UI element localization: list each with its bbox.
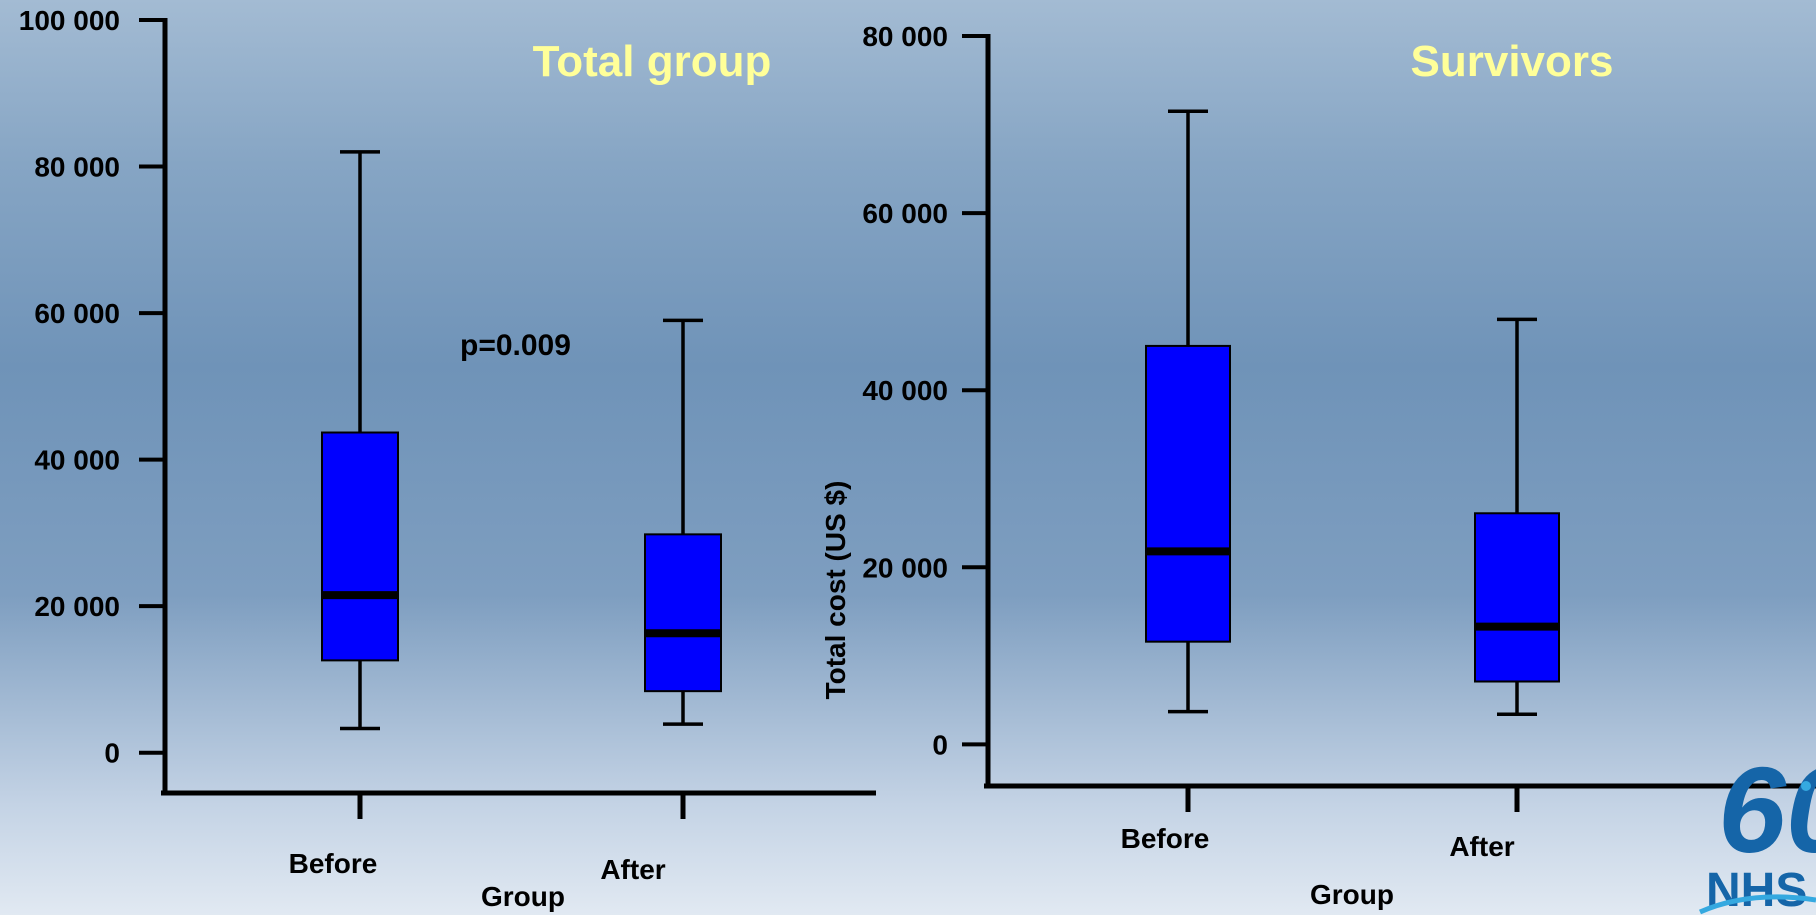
p-value-annotation: p=0.009	[460, 329, 571, 362]
iqr-box	[1474, 512, 1560, 683]
y-tick-label: 20 000	[862, 552, 948, 583]
box-after	[1474, 317, 1560, 717]
panel-total-group: Total group p=0.009 Group 0 20 000 40 000 6…	[19, 5, 876, 912]
box-after	[644, 318, 722, 726]
box-before	[321, 150, 399, 731]
logo-text: NHS	[1706, 864, 1807, 915]
iqr-box	[321, 431, 399, 662]
iqr-box	[1145, 344, 1231, 643]
y-tick-label: 0	[932, 729, 948, 760]
y-tick-label: 80 000	[34, 152, 120, 183]
x-category-label: After	[600, 854, 665, 885]
x-axis-label: Group	[1310, 879, 1394, 910]
chart-title: Survivors	[1411, 37, 1614, 86]
x-category-label: After	[1449, 831, 1514, 862]
y-axis-label: Total cost (US $)	[820, 481, 851, 700]
y-tick-label: 100 000	[19, 5, 120, 36]
y-tick-label: 80 000	[862, 21, 948, 52]
iqr-box	[644, 533, 722, 693]
chart-title: Total group	[533, 37, 772, 86]
y-tick-label: 0	[104, 738, 120, 769]
logo-numeral: 60	[1718, 742, 1816, 878]
logo-swoosh-icon	[1698, 894, 1816, 915]
y-tick-label: 60 000	[862, 198, 948, 229]
y-tick-label: 60 000	[34, 298, 120, 329]
y-tick-label: 40 000	[34, 445, 120, 476]
x-axis-label: Group	[481, 881, 565, 912]
x-category-label: Before	[289, 848, 378, 879]
y-tick-label: 40 000	[862, 375, 948, 406]
logo-figure-icon	[1801, 781, 1811, 791]
panel-survivors: Survivors Total cost (US $) Group 0 20 00…	[820, 21, 1816, 910]
x-category-label: Before	[1121, 823, 1210, 854]
y-tick-label: 20 000	[34, 591, 120, 622]
box-before	[1145, 109, 1231, 714]
nhs-60-logo: 60 NHS	[1698, 742, 1816, 915]
